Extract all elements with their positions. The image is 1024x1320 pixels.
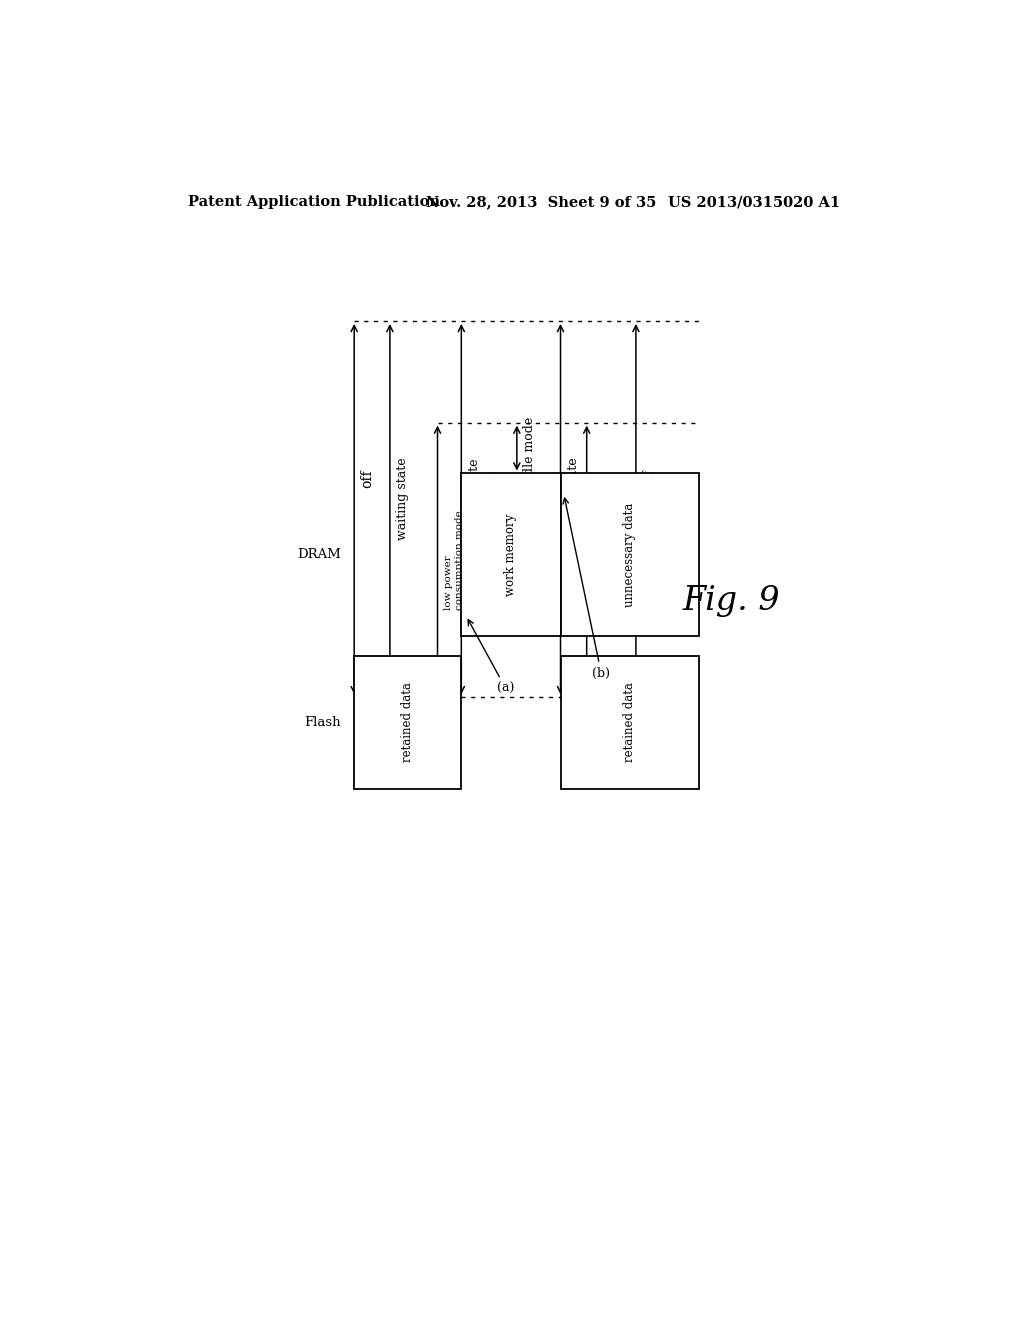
Text: US 2013/0315020 A1: US 2013/0315020 A1 [668,195,840,209]
Text: (b): (b) [563,498,610,680]
Text: low power
consumption mode: low power consumption mode [593,510,613,610]
Text: off: off [642,469,656,488]
Text: (a): (a) [468,619,514,696]
Bar [560,474,699,636]
Text: DRAM: DRAM [297,548,341,561]
Text: Flash: Flash [304,715,341,729]
Text: off: off [360,469,375,488]
Text: waiting state: waiting state [396,458,410,540]
Text: Patent Application Publication: Patent Application Publication [187,195,439,209]
Text: work memory: work memory [505,513,517,595]
Text: waiting state: waiting state [567,458,580,540]
Text: service state: service state [468,458,480,539]
Text: idle mode: idle mode [523,417,537,479]
Text: on: on [479,470,494,487]
Bar [560,656,699,788]
Text: retained data: retained data [401,682,415,763]
Text: retained data: retained data [624,682,637,763]
Bar [461,474,560,636]
Text: low power
consumption mode: low power consumption mode [443,510,464,610]
Bar [354,656,461,788]
Text: Nov. 28, 2013  Sheet 9 of 35: Nov. 28, 2013 Sheet 9 of 35 [426,195,656,209]
Text: Fig. 9: Fig. 9 [682,585,780,616]
Text: unnecessary data: unnecessary data [624,503,637,607]
